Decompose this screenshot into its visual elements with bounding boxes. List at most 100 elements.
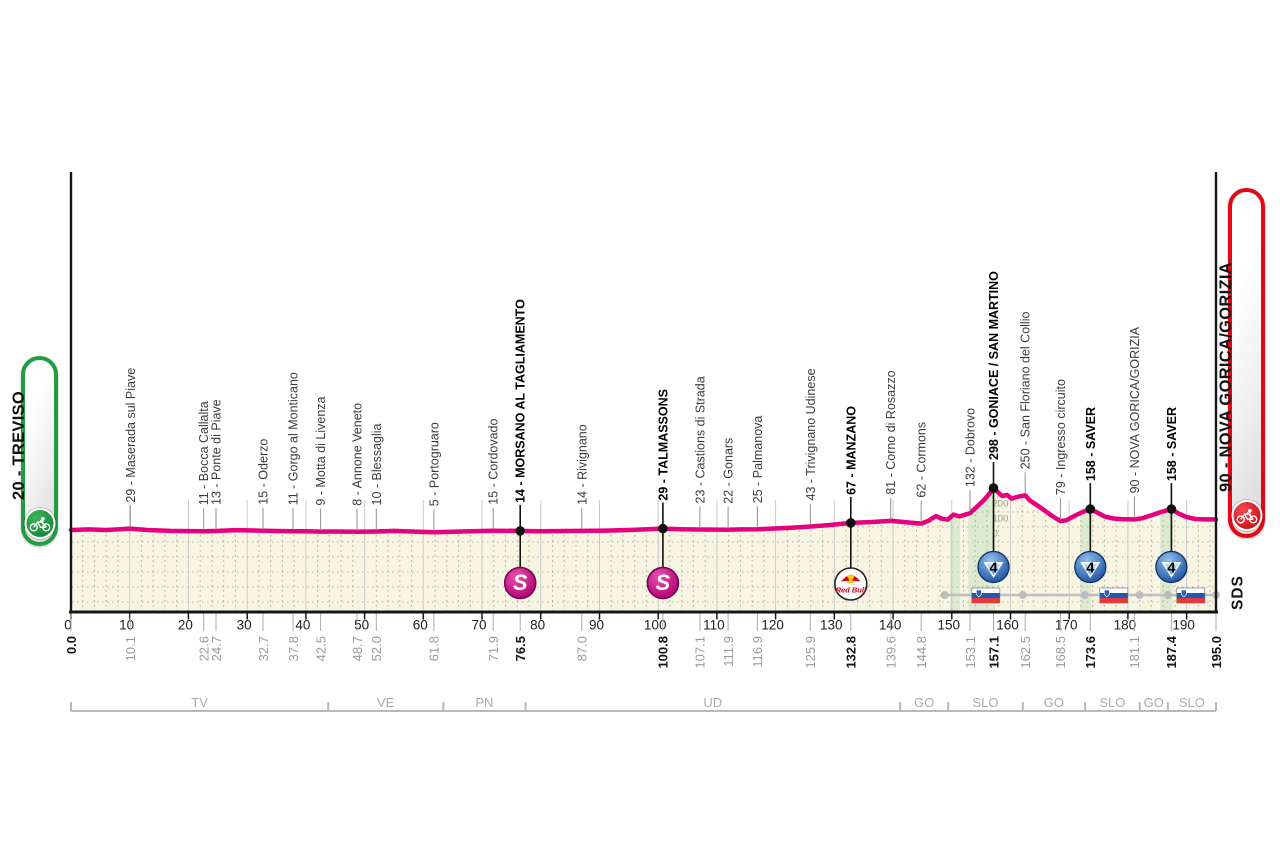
svg-text:111.9: 111.9 — [721, 636, 736, 667]
svg-text:160: 160 — [996, 618, 1019, 633]
svg-text:100: 100 — [644, 618, 667, 633]
svg-text:20: 20 — [178, 618, 193, 633]
slovenia-flag — [971, 587, 1001, 604]
svg-text:11 - Gorgo al Monticano: 11 - Gorgo al Monticano — [287, 372, 301, 505]
svg-text:87.0: 87.0 — [575, 636, 590, 661]
category-4-climb-icon: 4 — [1155, 550, 1188, 584]
svg-text:153.1: 153.1 — [963, 636, 978, 669]
svg-text:250 - San Floriano del Collio: 250 - San Floriano del Collio — [1019, 312, 1033, 470]
slovenia-flag — [1176, 587, 1206, 604]
svg-text:0: 0 — [64, 618, 72, 633]
svg-text:32.7: 32.7 — [256, 636, 271, 661]
svg-text:190: 190 — [1172, 618, 1195, 633]
svg-text:UD: UD — [703, 695, 722, 710]
axis-frame — [69, 172, 1218, 620]
svg-text:9 - Motta di Livenza: 9 - Motta di Livenza — [314, 396, 328, 505]
svg-text:8 - Annone Veneto: 8 - Annone Veneto — [351, 403, 365, 506]
svg-text:29 - Maserada sul Piave: 29 - Maserada sul Piave — [124, 368, 138, 503]
svg-text:107.1: 107.1 — [693, 636, 708, 669]
svg-text:14 - MORSANO AL TAGLIAMENTO: 14 - MORSANO AL TAGLIAMENTO — [514, 299, 528, 503]
svg-text:132 - Dobrovo: 132 - Dobrovo — [964, 408, 978, 487]
start-badge: 20 - TREVISO — [10, 356, 58, 546]
svg-text:40: 40 — [295, 618, 310, 633]
svg-text:80: 80 — [530, 618, 545, 633]
category-4-climb-icon: 4 — [1074, 550, 1107, 584]
km-distance-labels: 0.0 10.1 22.624.7 32.7 37.8 42.5 48.7 52.0 61.8 7… — [64, 635, 1224, 668]
finish-cyclist-icon — [1231, 500, 1262, 531]
svg-text:23 - Castions di Strada: 23 - Castions di Strada — [693, 376, 707, 503]
svg-text:70: 70 — [471, 618, 486, 633]
terrain-fill — [71, 488, 1216, 612]
start-badge-label: 20 - TREVISO — [10, 390, 28, 500]
svg-text:14 - Rivignano: 14 - Rivignano — [575, 424, 589, 505]
svg-text:298 - GONIACE / SAN MARTINO: 298 - GONIACE / SAN MARTINO — [987, 271, 1001, 460]
province-bracket: TV VE PN UD GO SLO GO SLO GO SLO — [70, 695, 1217, 712]
svg-text:10: 10 — [119, 618, 134, 633]
svg-text:60: 60 — [413, 618, 428, 633]
svg-text:120: 120 — [761, 618, 784, 633]
svg-text:187.4: 187.4 — [1164, 635, 1179, 668]
svg-text:S: S — [513, 570, 528, 595]
svg-text:150: 150 — [938, 618, 961, 633]
svg-text:67 - MANZANO: 67 - MANZANO — [844, 406, 858, 495]
svg-text:30: 30 — [237, 618, 252, 633]
svg-text:52.0: 52.0 — [369, 636, 384, 661]
svg-text:130: 130 — [820, 618, 843, 633]
svg-text:90 - NOVA GORICA/GORIZIA: 90 - NOVA GORICA/GORIZIA — [1128, 326, 1142, 493]
waypoint-labels: 29 - Maserada sul Piave 11 - Bocca Callal… — [124, 271, 1179, 506]
svg-text:VE: VE — [377, 695, 395, 710]
svg-text:29 - TALMASSONS: 29 - TALMASSONS — [656, 389, 670, 501]
svg-text:181.1: 181.1 — [1127, 636, 1142, 669]
slovenia-flag — [1099, 587, 1129, 604]
svg-text:100: 100 — [993, 513, 1009, 524]
svg-text:132.8: 132.8 — [844, 636, 859, 669]
svg-text:13 - Ponte di Piave: 13 - Ponte di Piave — [210, 399, 224, 505]
svg-text:5 - Portogruaro: 5 - Portogruaro — [427, 422, 441, 506]
event-icons: S S Red Bull 4 4 — [503, 550, 1188, 601]
svg-text:139.6: 139.6 — [884, 636, 899, 669]
svg-text:22 - Gonars: 22 - Gonars — [722, 438, 736, 504]
svg-text:24.7: 24.7 — [209, 636, 224, 661]
svg-text:15 - Cordovado: 15 - Cordovado — [487, 418, 501, 504]
svg-text:22.6: 22.6 — [197, 636, 212, 661]
svg-text:43 - Trivignano Udinese: 43 - Trivignano Udinese — [804, 368, 818, 500]
finish-badge: 90 - NOVA GORICA/GORIZIA — [1217, 188, 1265, 538]
svg-text:170: 170 — [1055, 618, 1078, 633]
svg-text:76.5: 76.5 — [513, 636, 528, 661]
svg-text:TV: TV — [191, 695, 208, 710]
border-flags — [971, 587, 1206, 604]
svg-text:180: 180 — [1114, 618, 1137, 633]
svg-text:15 - Oderzo: 15 - Oderzo — [257, 439, 271, 505]
svg-text:SLO: SLO — [972, 695, 998, 710]
svg-text:144.8: 144.8 — [914, 636, 929, 669]
svg-text:PN: PN — [475, 695, 493, 710]
svg-text:0: 0 — [993, 529, 998, 540]
svg-text:GO: GO — [914, 695, 934, 710]
svg-text:125.9: 125.9 — [803, 636, 818, 669]
svg-text:42.5: 42.5 — [313, 636, 328, 661]
svg-text:48.7: 48.7 — [350, 636, 365, 661]
svg-text:GO: GO — [1044, 695, 1064, 710]
svg-text:168.5: 168.5 — [1053, 636, 1068, 669]
svg-text:37.8: 37.8 — [286, 636, 301, 661]
svg-text:10 - Blessaglia: 10 - Blessaglia — [370, 423, 384, 505]
svg-text:SDS: SDS — [1230, 575, 1247, 610]
sprint-icon: S — [646, 566, 680, 600]
red-bull-km-icon: Red Bull — [833, 567, 868, 601]
svg-text:90: 90 — [589, 618, 604, 633]
svg-text:S: S — [656, 570, 671, 595]
svg-text:62 - Cormons: 62 - Cormons — [915, 422, 929, 498]
sds-logo: SDS — [1230, 575, 1247, 610]
svg-text:100.8: 100.8 — [656, 636, 671, 669]
svg-text:11 - Bocca Callalta: 11 - Bocca Callalta — [197, 401, 211, 505]
category-4-climb-icon: 4 — [977, 550, 1010, 584]
svg-text:SLO: SLO — [1099, 695, 1125, 710]
sprint-icon: S — [503, 566, 537, 600]
svg-text:GO: GO — [1144, 695, 1164, 710]
svg-text:25 - Palmanova: 25 - Palmanova — [751, 416, 765, 504]
svg-text:71.9: 71.9 — [486, 636, 501, 661]
svg-text:Red Bull: Red Bull — [836, 586, 867, 595]
svg-text:162.5: 162.5 — [1018, 636, 1033, 669]
